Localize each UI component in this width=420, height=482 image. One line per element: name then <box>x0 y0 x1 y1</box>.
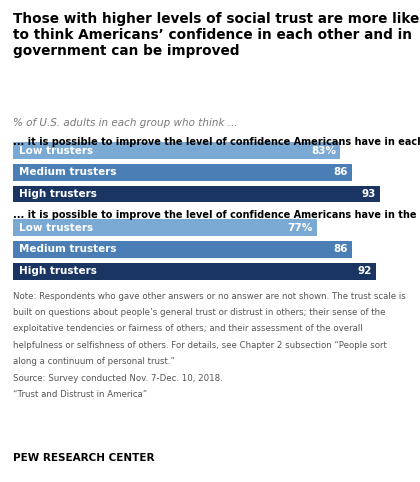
Text: % of U.S. adults in each group who think ...: % of U.S. adults in each group who think… <box>13 118 237 128</box>
Text: Note: Respondents who gave other answers or no answer are not shown. The trust s: Note: Respondents who gave other answers… <box>13 292 405 301</box>
Text: 86: 86 <box>333 167 348 177</box>
Text: helpfulness or selfishness of others. For details, see Chapter 2 subsection “Peo: helpfulness or selfishness of others. Fo… <box>13 341 386 350</box>
Text: 77%: 77% <box>287 223 312 233</box>
Bar <box>13 219 317 236</box>
Text: Low trusters: Low trusters <box>18 146 93 156</box>
Text: 93: 93 <box>362 189 376 199</box>
Bar <box>13 241 352 258</box>
Text: High trusters: High trusters <box>18 189 97 199</box>
Text: exploitative tendencies or fairness of others; and their assessment of the overa: exploitative tendencies or fairness of o… <box>13 324 362 334</box>
Text: along a continuum of personal trust.”: along a continuum of personal trust.” <box>13 357 175 366</box>
Bar <box>13 186 380 202</box>
Text: built on questions about people’s general trust or distrust in others; their sen: built on questions about people’s genera… <box>13 308 385 317</box>
Text: PEW RESEARCH CENTER: PEW RESEARCH CENTER <box>13 453 154 463</box>
Text: ... it is possible to improve the level of confidence Americans have in each oth: ... it is possible to improve the level … <box>13 137 420 147</box>
Text: Medium trusters: Medium trusters <box>18 244 116 254</box>
Bar <box>13 263 376 280</box>
Text: ... it is possible to improve the level of confidence Americans have in the fede: ... it is possible to improve the level … <box>13 210 420 220</box>
Text: Source: Survey conducted Nov. 7-Dec. 10, 2018.: Source: Survey conducted Nov. 7-Dec. 10,… <box>13 374 222 383</box>
Text: 83%: 83% <box>311 146 336 156</box>
Text: Low trusters: Low trusters <box>18 223 93 233</box>
Bar <box>13 142 340 159</box>
Text: High trusters: High trusters <box>18 266 97 276</box>
Text: Medium trusters: Medium trusters <box>18 167 116 177</box>
Text: “Trust and Distrust in America”: “Trust and Distrust in America” <box>13 390 147 399</box>
Bar <box>13 164 352 181</box>
Text: 86: 86 <box>333 244 348 254</box>
Text: 92: 92 <box>357 266 372 276</box>
Text: Those with higher levels of social trust are more likely
to think Americans’ con: Those with higher levels of social trust… <box>13 12 420 58</box>
